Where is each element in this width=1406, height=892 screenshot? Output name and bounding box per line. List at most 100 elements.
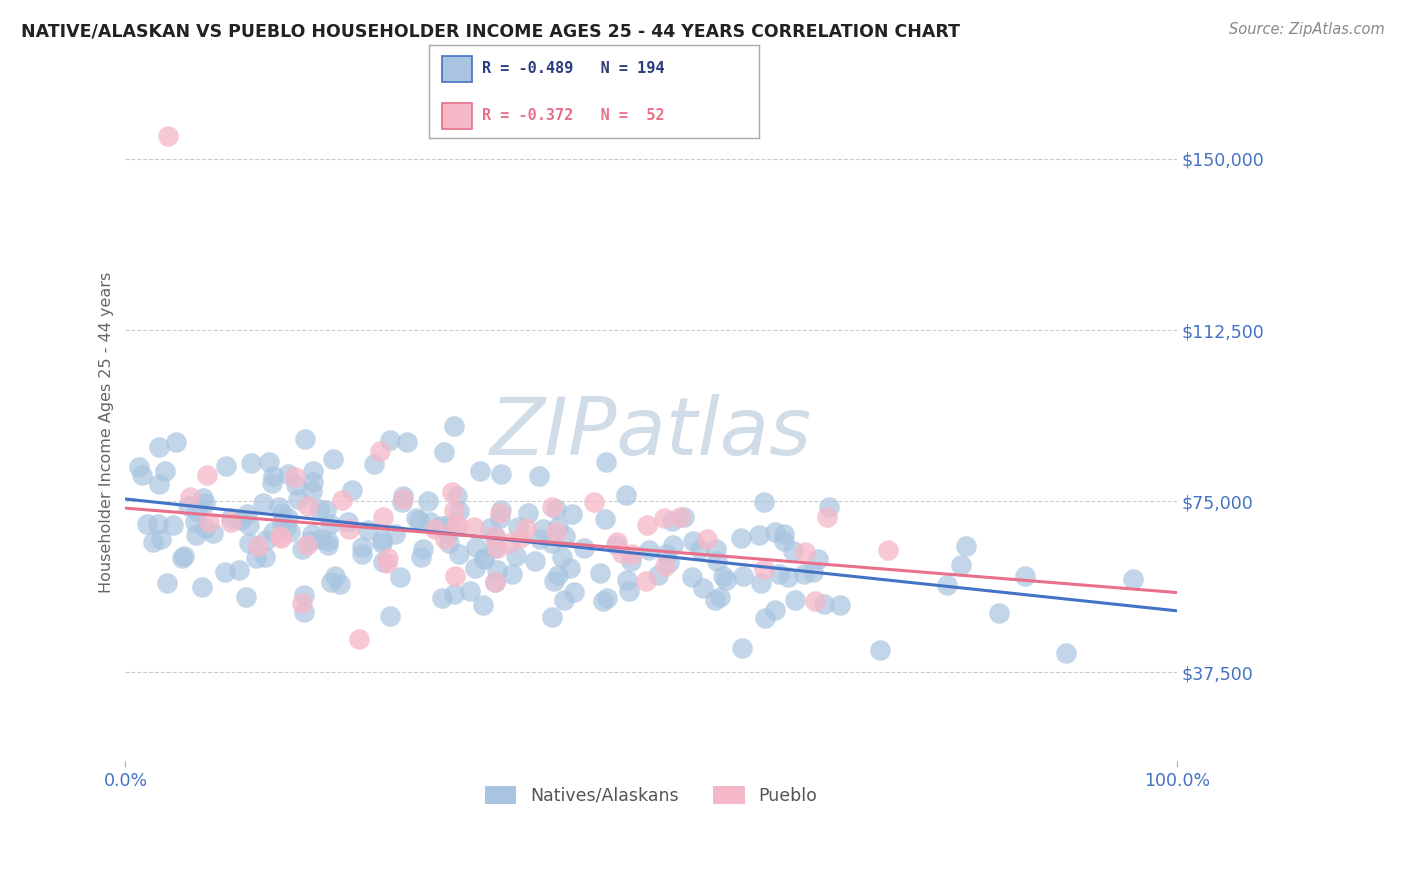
Point bbox=[392, 492, 415, 507]
Point bbox=[489, 506, 512, 520]
Point bbox=[302, 463, 325, 477]
Point bbox=[437, 518, 460, 533]
Point bbox=[936, 578, 959, 592]
Point bbox=[329, 576, 352, 591]
Point bbox=[529, 532, 551, 546]
Point bbox=[547, 568, 569, 582]
Point bbox=[336, 516, 359, 530]
Point bbox=[262, 469, 284, 483]
Point bbox=[1014, 569, 1036, 583]
Point bbox=[309, 532, 332, 546]
Text: ZIPatlas: ZIPatlas bbox=[491, 393, 813, 472]
Point bbox=[269, 529, 291, 543]
Point bbox=[596, 591, 619, 606]
Point bbox=[131, 468, 153, 483]
Point bbox=[988, 606, 1011, 620]
Point bbox=[437, 536, 460, 550]
Point bbox=[284, 469, 307, 483]
Point bbox=[763, 603, 786, 617]
Point bbox=[297, 538, 319, 552]
Point bbox=[682, 533, 704, 548]
Point bbox=[128, 459, 150, 474]
Point bbox=[610, 546, 633, 560]
Point bbox=[337, 522, 360, 536]
Point bbox=[772, 527, 794, 541]
Point bbox=[292, 605, 315, 619]
Point bbox=[815, 509, 838, 524]
Point bbox=[219, 515, 242, 529]
Point bbox=[551, 549, 574, 564]
Point bbox=[186, 504, 208, 518]
Point bbox=[238, 518, 260, 533]
Point bbox=[478, 521, 501, 535]
Point bbox=[689, 541, 711, 556]
Point bbox=[221, 511, 243, 525]
Point bbox=[316, 538, 339, 552]
Point bbox=[506, 520, 529, 534]
Point bbox=[658, 555, 681, 569]
Point bbox=[377, 556, 399, 570]
Point bbox=[177, 500, 200, 514]
Point bbox=[384, 526, 406, 541]
Point bbox=[485, 541, 508, 555]
Point bbox=[1054, 646, 1077, 660]
Point bbox=[389, 569, 412, 583]
Point bbox=[297, 499, 319, 513]
Point bbox=[392, 489, 415, 503]
Point bbox=[363, 457, 385, 471]
Point bbox=[332, 493, 354, 508]
Point bbox=[443, 419, 465, 434]
Point bbox=[606, 535, 628, 549]
Point bbox=[202, 525, 225, 540]
Point bbox=[186, 528, 208, 542]
Point bbox=[198, 516, 221, 530]
Point bbox=[419, 515, 441, 529]
Point bbox=[262, 524, 284, 539]
Point bbox=[423, 522, 446, 536]
FancyBboxPatch shape bbox=[441, 103, 472, 129]
Point bbox=[278, 524, 301, 539]
Point bbox=[818, 500, 841, 514]
Point bbox=[484, 541, 506, 555]
Point bbox=[470, 464, 492, 478]
Point bbox=[172, 550, 194, 565]
Point bbox=[156, 576, 179, 591]
Text: R = -0.489   N = 194: R = -0.489 N = 194 bbox=[482, 61, 664, 76]
Point bbox=[807, 551, 830, 566]
Point bbox=[173, 549, 195, 563]
Point bbox=[748, 527, 770, 541]
Point bbox=[489, 467, 512, 482]
Point bbox=[184, 515, 207, 529]
Point bbox=[605, 538, 627, 552]
Point bbox=[828, 599, 851, 613]
Point bbox=[284, 477, 307, 491]
Point bbox=[436, 526, 458, 541]
Point bbox=[148, 441, 170, 455]
Point bbox=[373, 555, 395, 569]
Point bbox=[449, 547, 471, 561]
Point bbox=[259, 455, 281, 469]
Point bbox=[583, 495, 606, 509]
Point bbox=[517, 506, 540, 520]
Point bbox=[464, 561, 486, 575]
Point bbox=[294, 433, 316, 447]
Point bbox=[540, 536, 562, 550]
Point bbox=[636, 518, 658, 533]
Point bbox=[692, 582, 714, 596]
Point bbox=[465, 540, 488, 554]
Point bbox=[704, 542, 727, 557]
Point bbox=[340, 483, 363, 498]
Point bbox=[194, 496, 217, 510]
Point bbox=[509, 531, 531, 545]
Point bbox=[444, 519, 467, 533]
Point bbox=[561, 507, 583, 521]
Point bbox=[260, 476, 283, 491]
Point bbox=[730, 531, 752, 545]
Point bbox=[277, 467, 299, 481]
Point bbox=[614, 487, 637, 501]
Point bbox=[544, 502, 567, 516]
Point bbox=[706, 553, 728, 567]
Point bbox=[793, 567, 815, 582]
Point bbox=[681, 570, 703, 584]
Point bbox=[391, 495, 413, 509]
